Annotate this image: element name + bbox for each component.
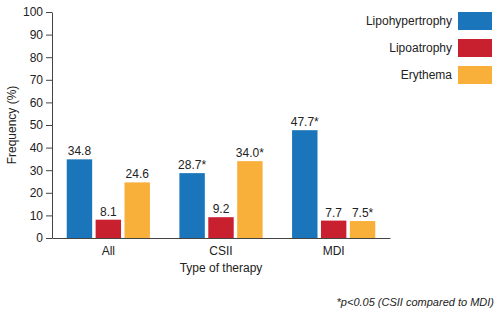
- footnote: *p<0.05 (CSII compared to MDI): [337, 296, 495, 308]
- bars: [67, 130, 376, 238]
- y-tick-mark: [46, 80, 52, 81]
- data-label: 24.6: [126, 167, 150, 181]
- y-tick: 80: [30, 51, 52, 65]
- y-tick-label: 80: [30, 51, 44, 65]
- y-tick-label: 10: [30, 209, 44, 223]
- bar: [125, 182, 150, 238]
- y-tick-mark: [46, 102, 52, 103]
- bar: [179, 173, 204, 238]
- y-tick-mark: [46, 170, 52, 171]
- x-axis-line: [53, 238, 391, 239]
- data-labels: 34.8 28.7* 47.7* 8.1 9.2 7.7 24.6 34.0* 7.5*: [68, 115, 374, 220]
- y-tick-mark: [46, 238, 52, 239]
- x-axis: All CSII MDI: [53, 239, 391, 259]
- data-label: 28.7*: [178, 158, 206, 172]
- data-label: 47.7*: [291, 115, 319, 129]
- bar: [321, 221, 346, 238]
- data-label: 34.0*: [236, 146, 264, 160]
- y-axis-line: [52, 13, 53, 239]
- y-axis: 0 10 20 30 40 50 60 70 80 90 100: [23, 5, 53, 245]
- y-tick: 70: [30, 73, 52, 87]
- y-tick-label: 90: [30, 28, 44, 42]
- plot: 34.8 28.7* 47.7* 8.1 9.2 7.7 24.6 34.0* 7.5* 0 10 2…: [23, 5, 391, 258]
- legend-label: Lipohypertrophy: [366, 14, 452, 28]
- y-tick: 100: [23, 5, 52, 19]
- y-tick-label: 50: [30, 118, 44, 132]
- chart: 34.8 28.7* 47.7* 8.1 9.2 7.7 24.6 34.0* 7.5* 0 10 2…: [0, 0, 500, 312]
- data-label: 9.2: [213, 202, 230, 216]
- bar: [292, 130, 317, 238]
- y-tick-mark: [46, 215, 52, 216]
- y-tick-label: 60: [30, 96, 44, 110]
- y-tick-label: 70: [30, 73, 44, 87]
- y-tick-label: 0: [36, 231, 43, 245]
- y-tick: 50: [30, 118, 52, 132]
- data-label: 34.8: [68, 144, 92, 158]
- y-tick-label: 40: [30, 141, 44, 155]
- data-label: 8.1: [100, 205, 117, 219]
- y-tick: 20: [30, 186, 52, 200]
- y-tick: 10: [30, 209, 52, 223]
- legend-swatch: [458, 66, 492, 84]
- y-axis-title: Frequency (%): [5, 86, 19, 165]
- bar: [237, 161, 262, 238]
- x-tick-label: MDI: [323, 244, 345, 258]
- legend-swatch: [458, 12, 492, 30]
- y-tick: 90: [30, 28, 52, 42]
- x-axis-title: Type of therapy: [180, 261, 263, 275]
- y-tick-mark: [46, 125, 52, 126]
- y-tick: 40: [30, 141, 52, 155]
- bar: [96, 220, 121, 238]
- legend: Lipohypertrophy Lipoatrophy Erythema: [366, 12, 492, 84]
- y-tick: 30: [30, 164, 52, 178]
- y-tick: 60: [30, 96, 52, 110]
- bar: [208, 217, 233, 238]
- data-label: 7.7: [325, 206, 342, 220]
- x-tick: CSII: [209, 244, 232, 258]
- bar: [350, 221, 375, 238]
- y-tick-label: 100: [23, 5, 43, 19]
- y-tick-label: 20: [30, 186, 44, 200]
- x-tick: All: [102, 244, 115, 258]
- x-tick: MDI: [323, 244, 345, 258]
- legend-label: Lipoatrophy: [389, 41, 452, 55]
- y-tick-mark: [46, 12, 52, 13]
- legend-label: Erythema: [401, 68, 453, 82]
- legend-swatch: [458, 39, 492, 57]
- x-tick-label: CSII: [209, 244, 232, 258]
- y-tick-mark: [46, 57, 52, 58]
- y-tick-label: 30: [30, 164, 44, 178]
- y-tick-mark: [46, 35, 52, 36]
- y-tick-mark: [46, 148, 52, 149]
- x-tick-label: All: [102, 244, 115, 258]
- data-label: 7.5*: [352, 206, 374, 220]
- bar: [67, 159, 92, 238]
- y-tick-mark: [46, 193, 52, 194]
- y-tick: 0: [36, 231, 52, 245]
